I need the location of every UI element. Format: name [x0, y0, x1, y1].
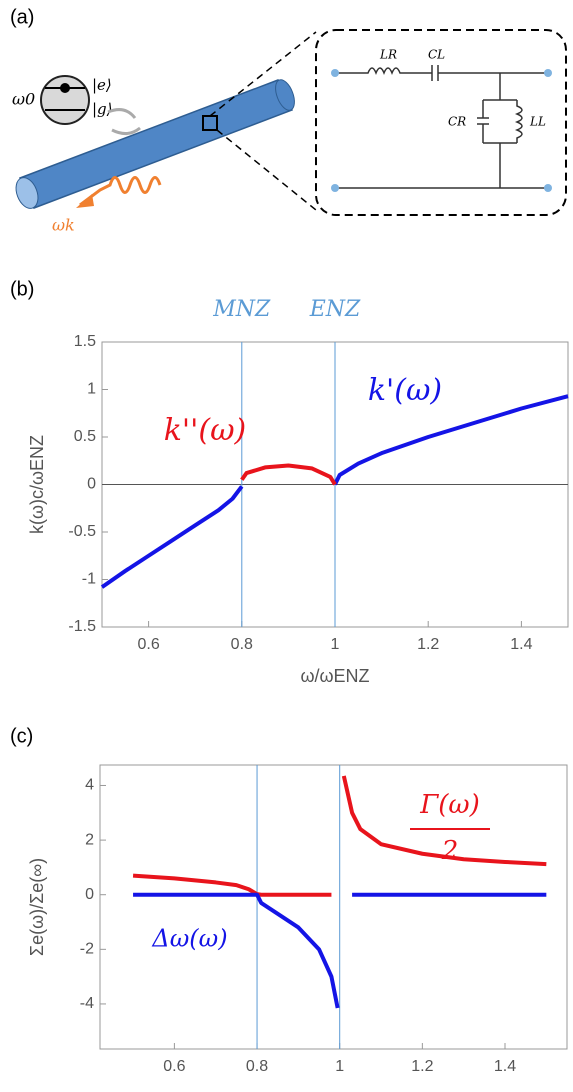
x-tick-label: 1.2 — [417, 636, 439, 653]
node — [331, 69, 339, 77]
x-tick-label: 0.6 — [137, 636, 159, 653]
x-tick-label: 0.8 — [231, 636, 253, 653]
panel-label: (a) — [10, 6, 34, 28]
y-tick-label: 1.5 — [74, 333, 96, 350]
y-tick-label: 0 — [85, 886, 94, 903]
circuit — [335, 73, 548, 189]
y-tick-label: -1 — [82, 571, 96, 588]
panel-label: (c) — [10, 725, 33, 747]
annotation: k'(ω) — [368, 373, 442, 408]
x-tick-label: 1 — [331, 636, 340, 653]
x-axis-label: ω/ωENZ — [300, 666, 369, 686]
cr: CR — [448, 115, 466, 129]
x-tick-label: 0.6 — [163, 1058, 185, 1075]
series-line — [100, 394, 569, 589]
x-tick-label: 1.4 — [510, 636, 532, 653]
photon — [79, 176, 162, 207]
state-e: |e⟩ — [92, 76, 112, 94]
node — [544, 184, 552, 192]
y-axis-label: k(ω)c/ωENZ — [27, 435, 47, 534]
panel-label: (b) — [10, 278, 34, 300]
plot-frame — [99, 764, 568, 1050]
y-tick-label: -1.5 — [68, 618, 96, 635]
panel-a: (a) ω0 |e⟩ |g⟩ ωk LR CL CR LL — [10, 6, 567, 235]
series-line — [240, 463, 337, 486]
node — [544, 69, 552, 77]
cl: CL — [428, 48, 445, 62]
ll: LL — [529, 115, 546, 129]
waveguide-end — [15, 177, 39, 209]
lr: LR — [379, 48, 397, 62]
x-tick-label: 1 — [335, 1058, 344, 1075]
vertical-line-label: MNZ — [212, 297, 271, 322]
y-tick-label: -4 — [80, 995, 94, 1012]
zoom-line — [209, 31, 317, 117]
electron — [60, 83, 70, 93]
x-tick-label: 1.4 — [494, 1058, 516, 1075]
state-g: |g⟩ — [92, 100, 113, 118]
y-tick-label: 4 — [85, 777, 94, 794]
omega0: ω0 — [12, 90, 35, 109]
y-tick-label: -2 — [80, 941, 94, 958]
y-tick-label: 0 — [87, 476, 96, 493]
vertical-line-label: ENZ — [309, 297, 361, 322]
node — [331, 184, 339, 192]
wire — [335, 67, 548, 76]
x-tick-label: 1.2 — [411, 1058, 433, 1075]
y-tick-label: -0.5 — [68, 523, 96, 540]
annotation: 2 — [441, 836, 459, 866]
omegak: ωk — [52, 216, 75, 235]
annotation: Δω(ω) — [151, 925, 227, 953]
exchange-arrows — [107, 108, 141, 135]
photon-arrow — [76, 194, 94, 208]
y-tick-label: 1 — [87, 381, 96, 398]
circuit-box — [315, 29, 567, 216]
annotation: Γ(ω) — [419, 790, 480, 820]
annotation: k''(ω) — [164, 413, 247, 448]
y-tick-label: 2 — [85, 831, 94, 848]
waveguide-end — [275, 79, 295, 111]
series-line — [133, 892, 547, 1009]
y-axis-label: Σe(ω)/Σe(∞) — [27, 858, 47, 956]
capacitor — [431, 65, 439, 81]
zoom-line — [216, 129, 317, 211]
x-tick-label: 0.8 — [246, 1058, 268, 1075]
y-tick-label: 0.5 — [74, 428, 96, 445]
